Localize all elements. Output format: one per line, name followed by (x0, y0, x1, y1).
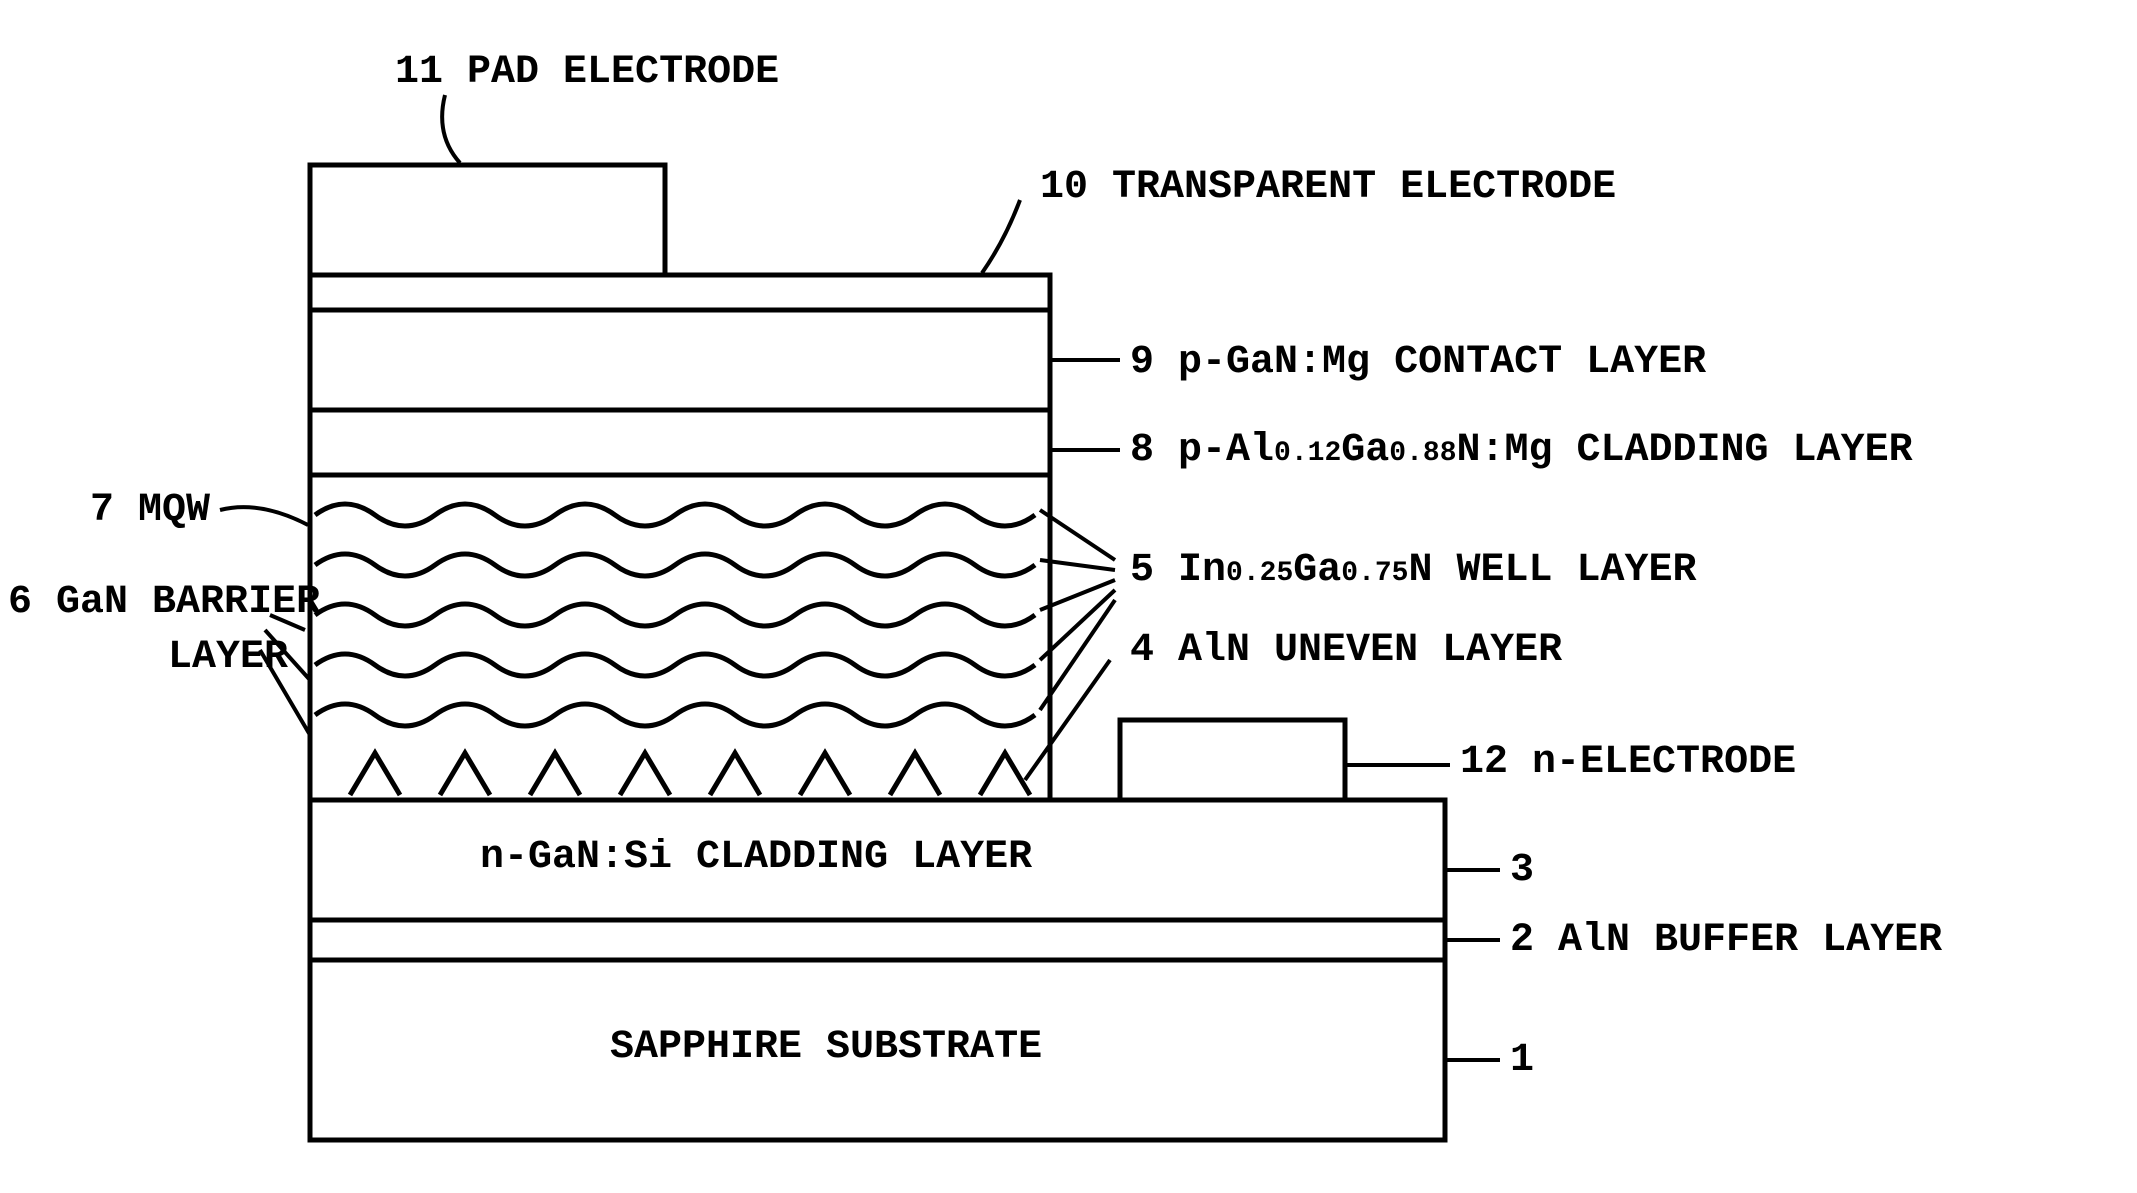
label-8: 8 p-Al0.12Ga0.88N:Mg CLADDING LAYER (1130, 428, 1913, 473)
label-9: 9 p-GaN:Mg CONTACT LAYER (1130, 340, 1706, 385)
label-2: 2 AlN BUFFER LAYER (1510, 918, 1942, 963)
n-electrode-layer (1120, 720, 1345, 800)
label-7: 7 MQW (90, 488, 210, 533)
label-10: 10 TRANSPARENT ELECTRODE (1040, 165, 1616, 210)
label-11: 11 PAD ELECTRODE (395, 50, 779, 95)
label-3: 3 (1510, 848, 1534, 893)
p-cladding-layer (310, 410, 1050, 475)
label-5: 5 In0.25Ga0.75N WELL LAYER (1130, 548, 1697, 593)
pad-electrode-layer (310, 165, 665, 275)
in-layer-n-cladding: n-GaN:Si CLADDING LAYER (480, 835, 1032, 880)
buffer-layer (310, 920, 1445, 960)
label-4: 4 AlN UNEVEN LAYER (1130, 628, 1562, 673)
p-contact-layer (310, 310, 1050, 410)
label-6b: LAYER (8, 635, 288, 680)
transparent-electrode-layer (310, 275, 1050, 310)
label-12: 12 n-ELECTRODE (1460, 740, 1796, 785)
label-6a: 6 GaN BARRIER (8, 580, 288, 625)
in-layer-substrate: SAPPHIRE SUBSTRATE (610, 1025, 1042, 1070)
label-1: 1 (1510, 1038, 1534, 1083)
